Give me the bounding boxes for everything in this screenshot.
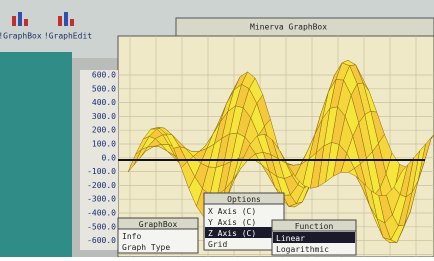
menu-title: Function	[295, 222, 334, 231]
icon-bar	[58, 16, 62, 26]
screen: !GraphBox !GraphEdit Minerva GraphBox 60…	[0, 0, 434, 257]
icon-bar	[24, 19, 28, 26]
axis-label: 100.0	[92, 140, 116, 149]
icon-label: !GraphEdit	[44, 32, 92, 41]
icon-bar	[64, 12, 68, 26]
axis-label: 500.0	[92, 84, 116, 93]
menu-item[interactable]: X Axis (C)	[208, 207, 256, 216]
menu-item[interactable]: Info	[122, 232, 141, 241]
axis-label: 600.0	[92, 71, 116, 80]
axis-label: -400.0	[87, 209, 116, 218]
menu-title: GraphBox	[139, 220, 178, 229]
axis-label: -600.0	[87, 236, 116, 245]
axis-label: -300.0	[87, 195, 116, 204]
axis-label: 300.0	[92, 112, 116, 121]
menu-item[interactable]: Z Axis (C)	[208, 229, 256, 238]
axis-label: 400.0	[92, 98, 116, 107]
axis-label: -200.0	[87, 181, 116, 190]
axis-label: 200.0	[92, 126, 116, 135]
menu-item[interactable]: Grid	[208, 240, 227, 249]
icon-bar	[70, 19, 74, 26]
menu-title: Options	[227, 195, 261, 204]
menu-item[interactable]: Logarithmic	[276, 245, 329, 254]
icon-label: !GraphBox	[0, 32, 42, 41]
menu-item[interactable]: Linear	[276, 234, 305, 243]
backdrop-strip	[0, 52, 72, 257]
axis-label: -100.0	[87, 167, 116, 176]
axis-label: 0.0	[102, 153, 117, 162]
icon-bar	[12, 16, 16, 26]
icon-bar	[18, 12, 22, 26]
menu-item[interactable]: Graph Type	[122, 243, 170, 252]
axis-label: -500.0	[87, 222, 116, 231]
menu-item[interactable]: Y Axis (C)	[208, 218, 256, 227]
window-title: Minerva GraphBox	[250, 23, 327, 32]
